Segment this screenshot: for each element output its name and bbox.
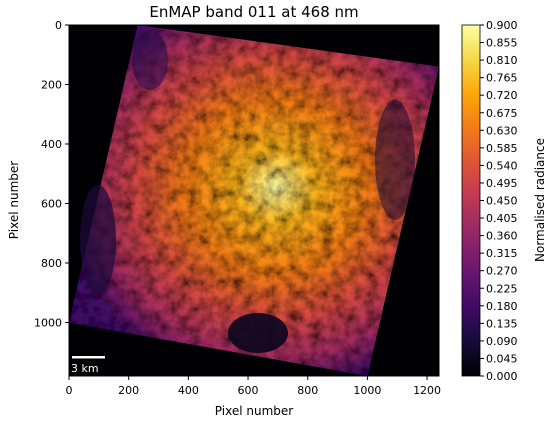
- satellite-scene: [69, 25, 439, 376]
- y-tick-label: 800: [41, 257, 62, 270]
- x-tick-label: 400: [178, 384, 199, 397]
- colorbar-ticks: 0.900 0.855 0.810 0.765 0.720 0.675 0.630 0.585…: [480, 19, 518, 383]
- colorbar-tick-label: 0.855: [486, 37, 518, 50]
- plot-frame: [68, 24, 440, 377]
- colorbar-tick-label: 0.720: [486, 89, 518, 102]
- y-tick-label: 400: [41, 138, 62, 151]
- y-tick-label: 200: [41, 78, 62, 91]
- colorbar-tick-label: 0.090: [486, 335, 518, 348]
- x-tick-label: 1000: [353, 384, 381, 397]
- image-plot: [69, 25, 439, 376]
- x-tick-label: 200: [118, 384, 139, 397]
- colorbar-tick-label: 0.495: [486, 177, 518, 190]
- colorbar-tick-label: 0.180: [486, 300, 518, 313]
- dark-patch-left: [80, 185, 116, 295]
- colorbar-tick-label: 0.450: [486, 195, 518, 208]
- colorbar-tick-label: 0.810: [486, 54, 518, 67]
- x-tick-label: 600: [238, 384, 259, 397]
- colorbar-tick-label: 0.675: [486, 107, 518, 120]
- y-tick-label: 0: [55, 19, 62, 32]
- y-axis-ticks: 0 200 400 600 800 1000: [34, 19, 69, 329]
- scalebar-line: [72, 356, 105, 359]
- colorbar-tick-label: 0.630: [486, 124, 518, 137]
- colorbar-tick-label: 0.000: [486, 370, 518, 383]
- x-tick-label: 0: [66, 384, 73, 397]
- dark-patch-topleft: [132, 30, 168, 90]
- dark-patch-right: [375, 100, 415, 220]
- colorbar-tick-label: 0.900: [486, 19, 518, 32]
- colorbar-tick-label: 0.405: [486, 212, 518, 225]
- y-axis-label: Pixel number: [7, 161, 21, 239]
- x-axis-label: Pixel number: [215, 404, 293, 418]
- plot-title: EnMAP band 011 at 468 nm: [149, 3, 358, 21]
- colorbar-tick-label: 0.135: [486, 317, 518, 330]
- scalebar-label: 3 km: [71, 362, 99, 375]
- y-tick-label: 1000: [34, 316, 62, 329]
- dark-patch-bottom: [228, 313, 288, 353]
- x-axis-ticks: 0 200 400 600 800 1000 1200: [66, 376, 441, 397]
- colorbar-tick-label: 0.585: [486, 142, 518, 155]
- colorbar-tick-label: 0.765: [486, 72, 518, 85]
- colorbar-label: Normalised radiance: [533, 138, 547, 262]
- colorbar-tick-label: 0.360: [486, 230, 518, 243]
- x-tick-label: 1200: [413, 384, 441, 397]
- colorbar-tick-label: 0.315: [486, 247, 518, 260]
- colorbar: [461, 24, 481, 377]
- colorbar-tick-label: 0.270: [486, 265, 518, 278]
- colorbar-tick-label: 0.225: [486, 282, 518, 295]
- x-tick-label: 800: [297, 384, 318, 397]
- colorbar-tick-label: 0.540: [486, 159, 518, 172]
- y-tick-label: 600: [41, 197, 62, 210]
- colorbar-tick-label: 0.045: [486, 352, 518, 365]
